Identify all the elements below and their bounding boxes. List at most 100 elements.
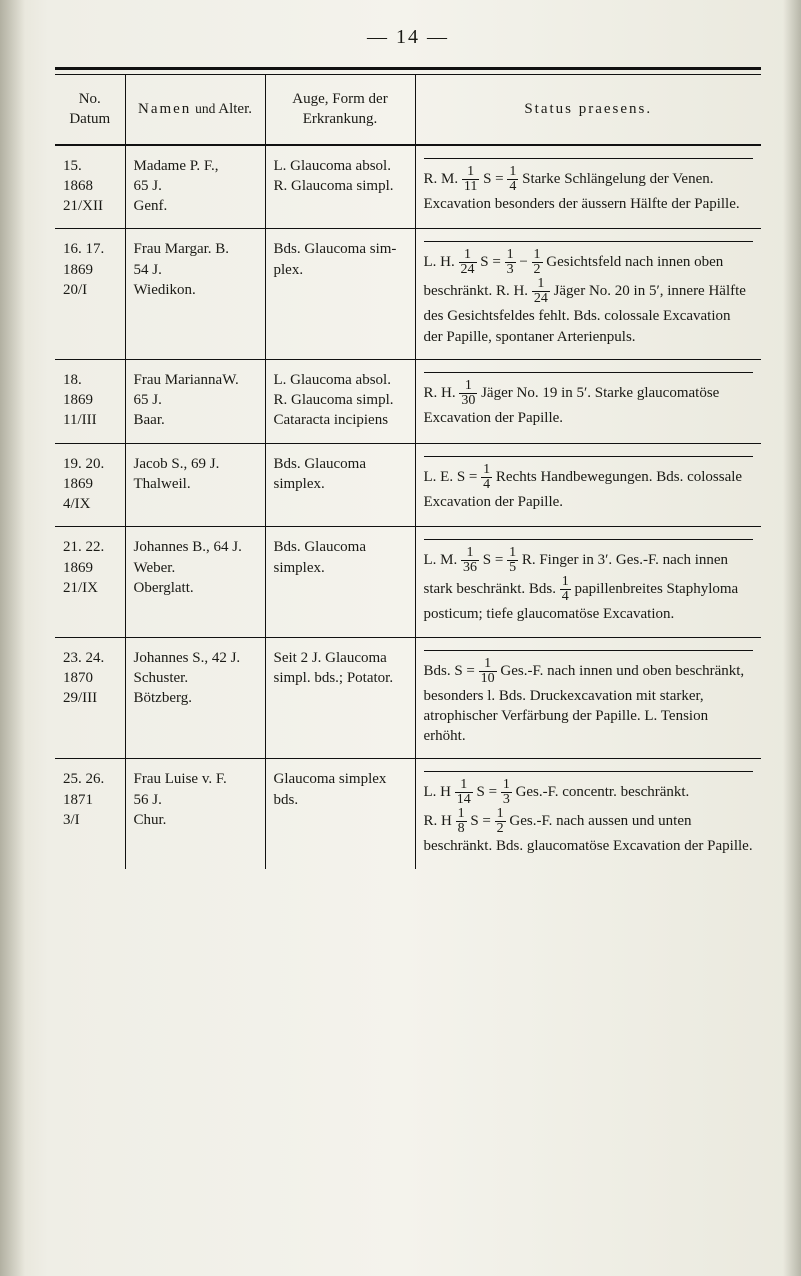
- form-line: Cataracta incipiens: [274, 410, 407, 430]
- form-line: L. Glaucoma absol.: [274, 156, 407, 176]
- form-line: L. Glaucoma absol.: [274, 370, 407, 390]
- cell-status: L. H 114 S = 13 Ges.-F. concentr. beschr…: [415, 759, 761, 869]
- name-line: 65 J.: [134, 176, 257, 196]
- no-line: 18.: [63, 370, 117, 390]
- name-line: Jacob S., 69 J.: [134, 454, 257, 474]
- cell-no-datum: 18.186911/III: [55, 359, 125, 443]
- cell-form: Bds. Glaucomasimplex.: [265, 443, 415, 527]
- no-line: 1868: [63, 176, 117, 196]
- table-row: 15.186821/XII Madame P. F.,65 J.Genf. L. G…: [55, 145, 761, 229]
- table-row: 25. 26.18713/IFrau Luise v. F.56 J.Chur.…: [55, 759, 761, 869]
- no-line: 1869: [63, 390, 117, 410]
- hdr-auge: Auge, Form der: [292, 91, 387, 107]
- hdr-status: Status praesens.: [524, 101, 652, 117]
- no-line: 21/IX: [63, 578, 117, 598]
- no-line: 1869: [63, 558, 117, 578]
- form-line: simpl. bds.; Potator.: [274, 668, 407, 688]
- no-line: 16. 17.: [63, 239, 117, 259]
- cell-no-datum: 25. 26.18713/I: [55, 759, 125, 869]
- header-name: Namen und Alter.: [125, 75, 265, 145]
- hdr-datum: Datum: [69, 111, 110, 127]
- name-line: Wiedikon.: [134, 280, 257, 300]
- hdr-und: und: [195, 101, 215, 116]
- name-line: 56 J.: [134, 790, 257, 810]
- header-form: Auge, Form der Erkrankung.: [265, 75, 415, 145]
- no-line: 1870: [63, 668, 117, 688]
- no-line: 21. 22.: [63, 537, 117, 557]
- medical-table: No. Datum Namen und Alter. Auge, Form de…: [55, 75, 761, 869]
- name-line: Frau Margar. B.: [134, 239, 257, 259]
- cell-name: Frau MariannaW.65 J.Baar.: [125, 359, 265, 443]
- status-text: Bds. S = 110 Ges.-F. nach innen und oben…: [424, 650, 754, 747]
- hdr-alter: Alter.: [218, 101, 252, 117]
- scan-shadow-right: [783, 0, 801, 1276]
- name-line: Schuster.: [134, 668, 257, 688]
- cell-status: R. M. 111 S = 14 Starke Schlängelung der…: [415, 145, 761, 229]
- status-text: R. M. 111 S = 14 Starke Schlängelung der…: [424, 158, 754, 214]
- status-text: L. E. S = 14 Rechts Handbewegungen. Bds.…: [424, 456, 754, 512]
- status-text: L. H 114 S = 13 Ges.-F. concentr. beschr…: [424, 771, 754, 856]
- name-line: Frau MariannaW.: [134, 370, 257, 390]
- cell-form: Bds. Glaucoma sim-plex.: [265, 229, 415, 360]
- table-row: 23. 24.187029/IIIJohannes S., 42 J.Schus…: [55, 637, 761, 759]
- form-line: Bds. Glaucoma sim-: [274, 239, 407, 259]
- name-line: Genf.: [134, 196, 257, 216]
- name-line: Johannes S., 42 J.: [134, 648, 257, 668]
- cell-name: Johannes B., 64 J.Weber.Oberglatt.: [125, 527, 265, 637]
- no-line: 25. 26.: [63, 769, 117, 789]
- name-line: Oberglatt.: [134, 578, 257, 598]
- name-line: Chur.: [134, 810, 257, 830]
- no-line: 15.: [63, 156, 117, 176]
- cell-no-datum: 16. 17.186920/I: [55, 229, 125, 360]
- cell-status: Bds. S = 110 Ges.-F. nach innen und oben…: [415, 637, 761, 759]
- table-body: 15.186821/XIIMadame P. F.,65 J.Genf.L. G…: [55, 145, 761, 869]
- no-line: 29/III: [63, 688, 117, 708]
- no-line: 3/I: [63, 810, 117, 830]
- form-line: Glaucoma simplex: [274, 769, 407, 789]
- cell-no-datum: 19. 20.18694/IX: [55, 443, 125, 527]
- name-line: Weber.: [134, 558, 257, 578]
- header-status: Status praesens.: [415, 75, 761, 145]
- scan-shadow-left: [0, 0, 25, 1276]
- form-line: R. Glaucoma simpl.: [274, 390, 407, 410]
- hdr-erkrankung: Erkrankung.: [303, 111, 378, 127]
- no-line: 20/I: [63, 280, 117, 300]
- cell-name: Frau Margar. B.54 J.Wiedikon.: [125, 229, 265, 360]
- name-line: Madame P. F.,: [134, 156, 257, 176]
- name-line: 65 J.: [134, 390, 257, 410]
- cell-no-datum: 15.186821/XII: [55, 145, 125, 229]
- rule-top: [55, 67, 761, 75]
- name-line: Johannes B., 64 J.: [134, 537, 257, 557]
- status-text: L. H. 124 S = 13 − 12 Gesichtsfeld nach …: [424, 241, 754, 347]
- cell-status: L. E. S = 14 Rechts Handbewegungen. Bds.…: [415, 443, 761, 527]
- form-line: bds.: [274, 790, 407, 810]
- cell-status: R. H. 130 Jäger No. 19 in 5′. Starke gla…: [415, 359, 761, 443]
- hdr-namen: Namen: [138, 101, 191, 117]
- form-line: R. Glaucoma simpl.: [274, 176, 407, 196]
- no-line: 4/IX: [63, 494, 117, 514]
- name-line: 54 J.: [134, 260, 257, 280]
- cell-name: Johannes S., 42 J.Schuster.Bötzberg.: [125, 637, 265, 759]
- table-row: 21. 22.186921/IX Johannes B., 64 J.Weber.…: [55, 527, 761, 637]
- cell-status: L. M. 136 S = 15 R. Finger in 3′. Ges.-F…: [415, 527, 761, 637]
- cell-form: Bds. Glaucomasimplex.: [265, 527, 415, 637]
- hdr-no: No.: [79, 91, 101, 107]
- form-line: plex.: [274, 260, 407, 280]
- form-line: simplex.: [274, 558, 407, 578]
- cell-name: Frau Luise v. F.56 J.Chur.: [125, 759, 265, 869]
- cell-form: L. Glaucoma absol.R. Glaucoma simpl.: [265, 145, 415, 229]
- cell-form: Glaucoma simplexbds.: [265, 759, 415, 869]
- no-line: 1869: [63, 260, 117, 280]
- cell-status: L. H. 124 S = 13 − 12 Gesichtsfeld nach …: [415, 229, 761, 360]
- table-header-row: No. Datum Namen und Alter. Auge, Form de…: [55, 75, 761, 145]
- no-line: 21/XII: [63, 196, 117, 216]
- form-line: Seit 2 J. Glaucoma: [274, 648, 407, 668]
- name-line: Thalweil.: [134, 474, 257, 494]
- name-line: Bötzberg.: [134, 688, 257, 708]
- cell-no-datum: 23. 24.187029/III: [55, 637, 125, 759]
- table-row: 18.186911/IIIFrau MariannaW.65 J.Baar. L.…: [55, 359, 761, 443]
- no-line: 1871: [63, 790, 117, 810]
- page-number: — 14 —: [55, 26, 761, 49]
- header-no-datum: No. Datum: [55, 75, 125, 145]
- form-line: simplex.: [274, 474, 407, 494]
